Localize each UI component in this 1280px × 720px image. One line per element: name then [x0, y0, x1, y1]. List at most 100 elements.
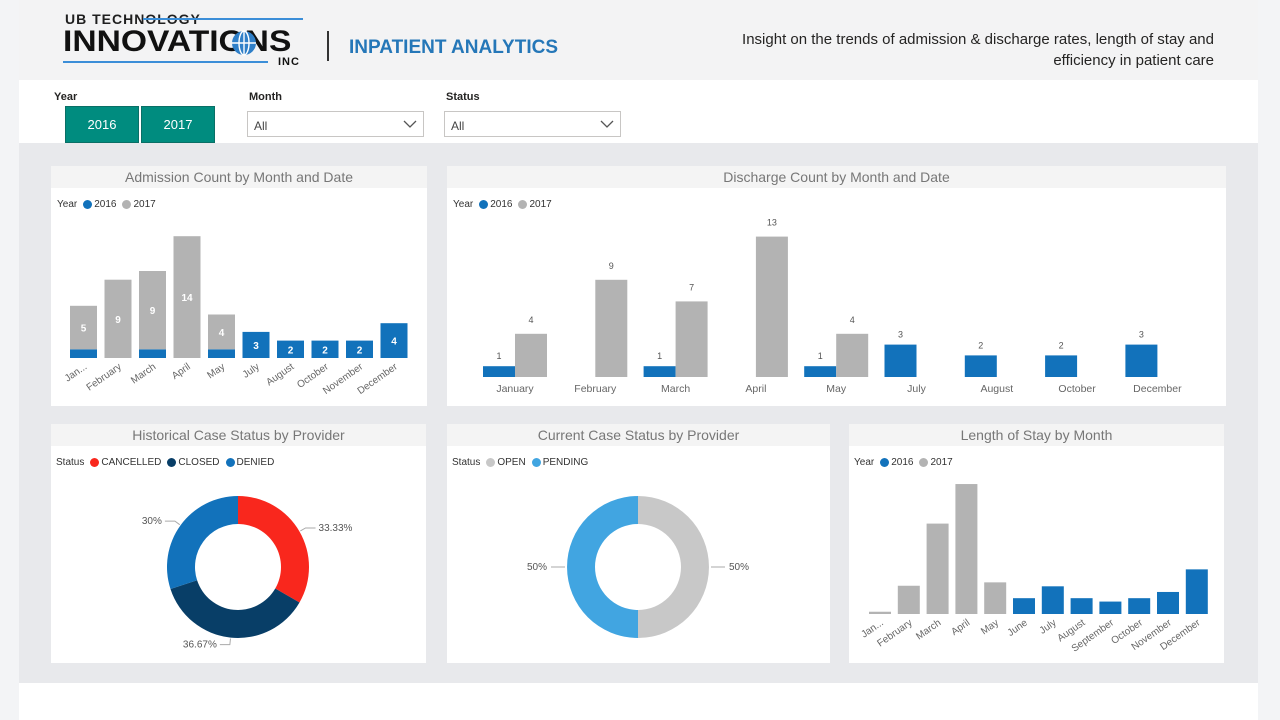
x-tick-label: July	[1038, 617, 1059, 636]
data-label: 3	[253, 341, 259, 352]
data-label: 2	[357, 345, 363, 356]
bar-2016	[1070, 598, 1093, 614]
admission-chart-card[interactable]: Admission Count by Month and Date Year 2…	[51, 166, 427, 406]
legend-item-2016[interactable]: 2016	[83, 199, 116, 210]
x-tick-label: February	[574, 383, 617, 395]
legend-item-2016[interactable]: 2016	[880, 457, 913, 468]
legend-item-2017[interactable]: 2017	[919, 457, 953, 468]
data-label: 3	[898, 330, 903, 340]
logo-rule-top	[143, 18, 303, 20]
legend-item-closed[interactable]: CLOSED	[167, 457, 220, 468]
year-2016-button[interactable]: 2016	[65, 106, 139, 143]
historical-status-card[interactable]: Historical Case Status by Provider Statu…	[51, 424, 426, 663]
bar-2016	[1099, 601, 1122, 614]
leader-line	[164, 520, 181, 526]
description-line1: Insight on the trends of admission & dis…	[742, 31, 1214, 48]
legend-dot-2016	[880, 458, 890, 467]
data-label: 33.33%	[319, 523, 353, 534]
logo-line2: INNOVATIONS	[63, 25, 292, 58]
x-tick-label: July	[907, 383, 926, 395]
bar-2016	[380, 323, 408, 358]
legend-item-2016[interactable]: 2016	[479, 199, 512, 210]
legend-label: 2016	[891, 457, 914, 468]
legend-item-pending[interactable]: PENDING	[531, 457, 589, 468]
bar-2017	[836, 333, 869, 377]
leader-line	[300, 527, 316, 532]
bar-2017	[139, 271, 166, 350]
x-tick-label: March	[129, 361, 158, 386]
header-divider	[327, 31, 329, 61]
bar-2017	[869, 611, 891, 614]
legend-label: CLOSED	[178, 457, 220, 468]
x-tick-label: February	[85, 361, 124, 393]
admission-chart-title: Admission Count by Month and Date	[51, 166, 427, 188]
historical-donut-chart[interactable]: 33.33% 36.67% 30%	[51, 424, 426, 663]
bar-2016	[242, 331, 270, 358]
legend-title: Year	[453, 199, 474, 210]
data-label: 5	[81, 324, 87, 335]
x-tick-label: May	[826, 383, 847, 395]
x-tick-label: October	[1058, 383, 1096, 395]
x-tick-label: August	[980, 383, 1013, 395]
bar-2017	[515, 333, 547, 377]
x-tick-label: August	[264, 361, 296, 388]
leader-line	[219, 638, 231, 646]
status-dropdown[interactable]: All	[444, 111, 621, 137]
data-label: 7	[689, 282, 694, 292]
bar-2017	[926, 523, 949, 614]
bar-2017	[755, 236, 788, 377]
bar-2016	[804, 366, 837, 377]
discharge-chart-card[interactable]: Discharge Count by Month and Date Year 2…	[447, 166, 1226, 406]
admission-chart[interactable]: 5Jan...9February9March14April4May3July2A…	[51, 166, 427, 406]
x-tick-label: April	[170, 361, 193, 381]
data-label: 50%	[729, 562, 749, 573]
legend-label: DENIED	[236, 457, 275, 468]
data-label: 3	[1139, 330, 1144, 340]
description-line2: efficiency in patient care	[1053, 52, 1214, 69]
legend-item-2017[interactable]: 2017	[518, 199, 552, 210]
report-title: INPATIENT ANALYTICS	[349, 37, 559, 58]
legend-label: PENDING	[542, 457, 589, 468]
month-dropdown[interactable]: All	[247, 111, 424, 137]
chevron-down-icon	[600, 120, 614, 128]
discharge-legend: Year 2016 2017	[453, 199, 552, 210]
month-slicer-label: Month	[249, 91, 282, 103]
bar-2016	[643, 366, 676, 377]
data-label: 36.67%	[183, 640, 217, 651]
logo-line3: INC	[278, 56, 300, 68]
bar-2017	[70, 305, 97, 350]
current-donut-chart[interactable]: 50% 50%	[447, 424, 830, 663]
data-label: 2	[978, 340, 983, 350]
x-tick-label: March	[914, 617, 943, 642]
bar-2016	[964, 355, 997, 377]
x-tick-label: March	[661, 383, 690, 395]
bar-2016	[884, 344, 917, 377]
legend-item-denied[interactable]: DENIED	[225, 457, 275, 468]
legend-item-2017[interactable]: 2017	[122, 199, 156, 210]
historical-status-title: Historical Case Status by Provider	[51, 424, 426, 446]
length-of-stay-chart[interactable]: Jan...February March April May June JulyAugus…	[849, 424, 1224, 663]
year-2017-button[interactable]: 2017	[141, 106, 215, 143]
current-status-card[interactable]: Current Case Status by Provider Status O…	[447, 424, 830, 663]
data-label: 13	[767, 218, 777, 228]
bar-2017	[984, 582, 1007, 614]
company-logo: UB TECHNOLOGY INNOVATIONS INC	[63, 11, 313, 69]
donut-slice	[170, 580, 300, 638]
data-label: 9	[115, 315, 121, 326]
data-label: 50%	[527, 562, 547, 573]
data-label: 14	[181, 293, 193, 304]
month-dropdown-value: All	[254, 119, 268, 133]
bar-2016	[1125, 344, 1158, 377]
donut-slice	[238, 496, 309, 603]
discharge-chart[interactable]: 1 4 January 9 February 1 7 March 13 April 1 4 May 3 Ju…	[447, 166, 1226, 406]
legend-dot-2017	[518, 200, 528, 209]
report-description: Insight on the trends of admission & dis…	[659, 29, 1214, 71]
legend-item-cancelled[interactable]: CANCELLED	[90, 457, 161, 468]
bar-2016	[1185, 569, 1208, 614]
bar-2017	[173, 236, 201, 358]
length-of-stay-card[interactable]: Length of Stay by Month Year 2016 2017 J…	[849, 424, 1224, 663]
data-label: 9	[609, 261, 614, 271]
legend-item-open[interactable]: OPEN	[486, 457, 526, 468]
admission-legend: Year 2016 2017	[57, 199, 156, 210]
data-label: 4	[391, 337, 397, 348]
